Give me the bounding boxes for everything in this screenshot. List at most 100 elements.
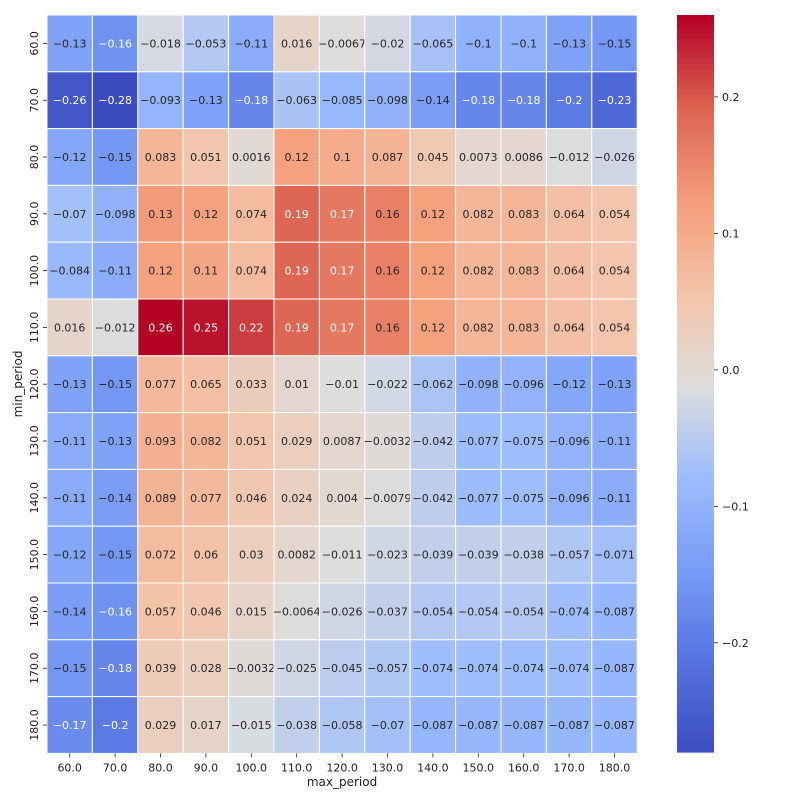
colorbar-segment: [677, 322, 714, 329]
x-tick-label: 130.0: [372, 761, 404, 774]
cell-value-label: −0.025: [276, 662, 317, 675]
cell-value-label: 0.26: [148, 321, 173, 334]
cell-value-label: 0.082: [463, 265, 495, 278]
colorbar-segment: [677, 248, 714, 256]
cell-value-label: −0.037: [367, 605, 408, 618]
colorbar-tick-label: 0.0: [722, 364, 740, 377]
colorbar-segment: [677, 352, 714, 360]
cell-value-label: 0.17: [330, 321, 355, 334]
colorbar-segment: [677, 438, 714, 446]
colorbar-segment: [677, 365, 714, 372]
cell-value-label: −0.1: [465, 37, 492, 50]
colorbar-segment: [677, 641, 714, 649]
cell-value-label: −0.1: [510, 37, 537, 50]
cell-value-label: −0.087: [594, 605, 635, 618]
cell-value-label: 0.01: [284, 378, 309, 391]
colorbar-segment: [677, 193, 714, 200]
heatmap-cell: [545, 14, 593, 73]
cell-value-label: −0.14: [416, 94, 450, 107]
heatmap-cell: [455, 71, 502, 130]
heatmap-cell: [182, 639, 230, 698]
colorbar-segment: [677, 358, 714, 366]
colorbar-segment: [677, 684, 714, 692]
colorbar-segment: [677, 266, 714, 274]
colorbar-segment: [677, 512, 714, 520]
heatmap-cell: [545, 525, 593, 584]
cell-value-label: −0.07: [371, 719, 405, 732]
heatmap-cell: [46, 298, 93, 357]
cell-value-label: 0.083: [508, 208, 540, 221]
cell-value-label: −0.02: [371, 37, 405, 50]
heatmap-cell: [500, 298, 547, 357]
cell-value-label: −0.015: [231, 719, 272, 732]
colorbar-segment: [677, 549, 714, 557]
colorbar-segment: [677, 64, 714, 71]
heatmap-cell: [591, 582, 638, 641]
cell-value-label: 0.072: [145, 549, 177, 562]
heatmap-cell: [545, 696, 593, 754]
cell-value-label: −0.11: [53, 492, 87, 505]
cell-value-label: 0.0082: [277, 549, 316, 562]
colorbar-segment: [677, 401, 714, 409]
colorbar-segment: [677, 119, 714, 127]
colorbar-segment: [677, 217, 714, 225]
colorbar-segment: [677, 377, 714, 385]
cell-value-label: −0.11: [234, 37, 268, 50]
cell-value-label: −0.0067: [318, 37, 366, 50]
colorbar-segment: [677, 696, 714, 704]
y-tick-label: 100.0: [28, 255, 41, 287]
colorbar-segment: [677, 672, 714, 679]
colorbar-segment: [677, 107, 714, 114]
cell-value-label: 0.077: [145, 378, 177, 391]
heatmap-cell: [545, 582, 593, 641]
cell-value-label: 0.083: [145, 151, 177, 164]
colorbar-segment: [677, 666, 714, 673]
heatmap-cell: [228, 639, 275, 698]
heatmap-cell: [137, 355, 184, 414]
y-tick-label: 80.0: [28, 145, 41, 170]
heatmap-cell: [273, 412, 320, 470]
colorbar-segment: [677, 70, 714, 78]
colorbar-segment: [677, 414, 714, 421]
cell-value-label: 0.065: [190, 378, 222, 391]
cell-value-label: −0.087: [594, 662, 635, 675]
heatmap-cell: [364, 696, 411, 754]
colorbar-segment: [677, 260, 714, 268]
cell-value-label: −0.096: [503, 378, 544, 391]
cell-value-label: −0.077: [458, 492, 499, 505]
cell-value-label: −0.077: [458, 435, 499, 448]
cell-value-label: −0.15: [598, 37, 632, 50]
heatmap-cell: [137, 639, 184, 698]
y-axis-ticks: 60.0 70.0 80.0 90.0 100.0 110.0 120.0 130.0 140.…: [28, 31, 47, 741]
heatmap-cell: [409, 71, 457, 130]
colorbar-segment: [677, 272, 714, 280]
cell-value-label: 0.082: [463, 208, 495, 221]
heatmap-cell: [182, 468, 230, 527]
colorbar-segment: [677, 573, 714, 581]
y-tick-label: 180.0: [28, 709, 41, 741]
heatmap-cell: [318, 412, 366, 470]
colorbar-segment: [677, 100, 714, 108]
colorbar-segment: [677, 211, 714, 219]
colorbar-segment: [677, 88, 714, 96]
heatmap-cell: [228, 355, 275, 414]
cell-value-label: −0.096: [549, 435, 590, 448]
colorbar-segment: [677, 610, 714, 618]
colorbar-segment: [677, 223, 714, 231]
heatmap-cell: [137, 71, 184, 130]
heatmap-cells: −0.13 −0.16 −0.018 −0.053 −0.11 0.016 −0.0067−…: [46, 14, 638, 754]
cell-value-label: 0.19: [284, 208, 309, 221]
colorbar-segment: [677, 39, 714, 47]
colorbar-segment: [677, 131, 714, 139]
cell-value-label: 0.054: [599, 321, 631, 334]
cell-value-label: −0.026: [322, 605, 363, 618]
colorbar-segment: [677, 328, 714, 335]
heatmap-cell: [364, 14, 411, 73]
cell-value-label: −0.18: [234, 94, 268, 107]
heatmap-cell: [91, 14, 139, 73]
heatmap-cell: [591, 639, 638, 698]
heatmap-cell: [228, 582, 275, 641]
colorbar-segment: [677, 162, 714, 170]
cell-value-label: 0.024: [281, 492, 313, 505]
cell-value-label: 0.017: [190, 719, 222, 732]
